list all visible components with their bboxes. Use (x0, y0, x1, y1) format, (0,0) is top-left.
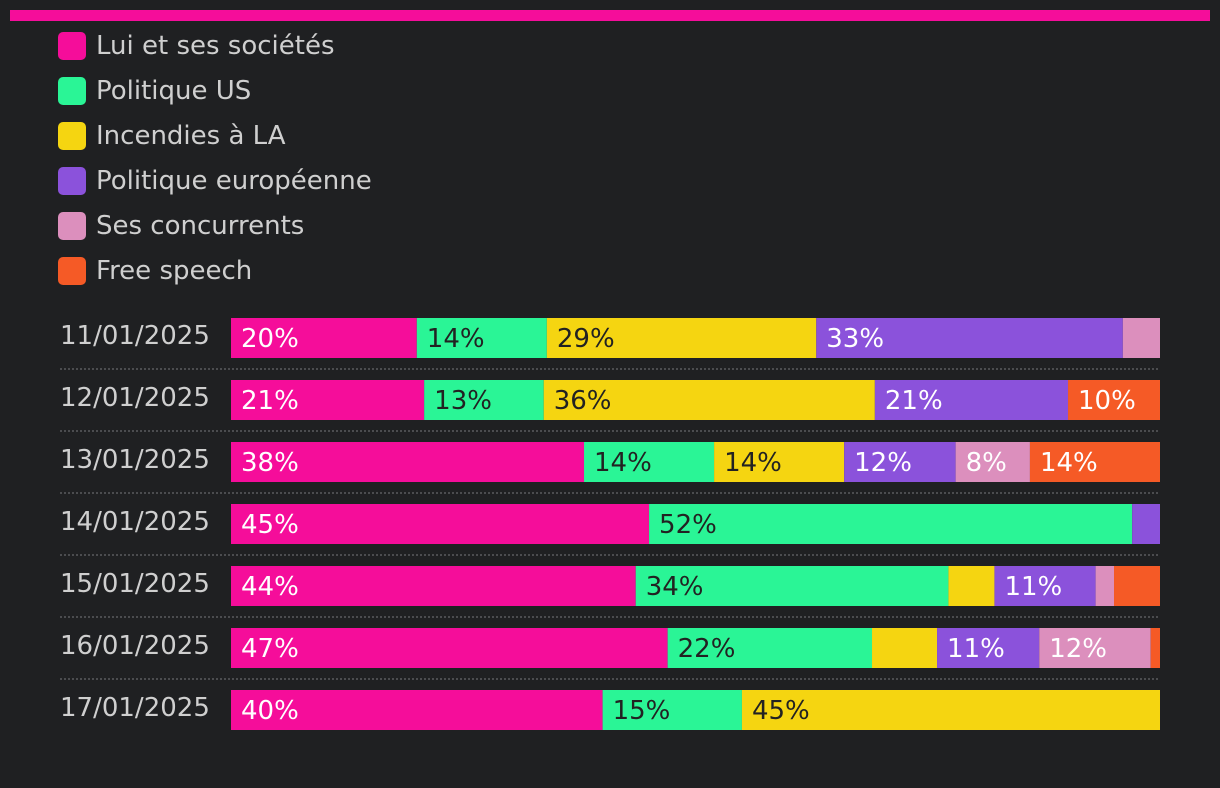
legend-swatch (58, 31, 86, 60)
bar-segment (231, 504, 650, 544)
legend-item: Politique US (58, 68, 372, 113)
data-label: 44% (241, 572, 299, 602)
data-label: 13% (434, 386, 492, 416)
data-label: 14% (594, 448, 652, 478)
legend-item: Free speech (58, 248, 372, 293)
bar-segment (1029, 442, 1160, 482)
data-label: 40% (241, 696, 299, 726)
category-label: 12/01/2025 (60, 383, 210, 413)
category-label: 15/01/2025 (60, 569, 210, 599)
legend-label: Incendies à LA (96, 120, 286, 151)
data-label: 21% (885, 386, 943, 416)
data-label: 36% (554, 386, 612, 416)
bar-segment (584, 442, 715, 482)
bar-segment (667, 628, 873, 668)
data-label: 29% (557, 324, 615, 354)
data-label: 15% (613, 696, 671, 726)
legend-label: Politique US (96, 75, 252, 106)
legend-swatch (58, 121, 86, 150)
bar-segment (955, 442, 1030, 482)
category-label: 16/01/2025 (60, 631, 210, 661)
bar-segment (1095, 566, 1115, 606)
legend-swatch (58, 256, 86, 285)
data-label: 14% (724, 448, 782, 478)
bar-segment (1039, 628, 1151, 668)
accent-bar (10, 10, 1210, 21)
legend-swatch (58, 76, 86, 105)
data-label: 52% (659, 510, 717, 540)
bar-segment (424, 380, 544, 420)
bar-segment (231, 566, 636, 606)
data-label: 45% (241, 510, 299, 540)
bar-segment (1114, 566, 1160, 606)
data-label: 22% (678, 634, 736, 664)
legend-item: Politique européenne (58, 158, 372, 203)
legend-item: Incendies à LA (58, 113, 372, 158)
category-label: 11/01/2025 (60, 321, 210, 351)
data-label: 14% (427, 324, 485, 354)
category-label: 13/01/2025 (60, 445, 210, 475)
bar-segment (1122, 318, 1160, 358)
bar-segment (994, 566, 1096, 606)
bar-segment (416, 318, 547, 358)
data-label: 38% (241, 448, 299, 478)
data-label: 21% (241, 386, 299, 416)
legend-label: Lui et ses sociétés (96, 30, 335, 61)
bar-segment (546, 318, 817, 358)
legend-item: Ses concurrents (58, 203, 372, 248)
bar-segment (231, 690, 603, 730)
bar-segment (1150, 628, 1160, 668)
legend-label: Free speech (96, 255, 253, 286)
category-label: 14/01/2025 (60, 507, 210, 537)
bar-segment (602, 690, 742, 730)
bar-segment (874, 380, 1069, 420)
bar-segment (1068, 380, 1160, 420)
legend-label: Ses concurrents (96, 210, 305, 241)
data-label: 12% (854, 448, 912, 478)
bar-segment (635, 566, 949, 606)
bar-segment (937, 628, 1040, 668)
bar-segment (543, 380, 875, 420)
data-label: 11% (1004, 572, 1062, 602)
bar-segment (231, 442, 585, 482)
data-label: 11% (947, 634, 1005, 664)
data-label: 47% (241, 634, 299, 664)
legend: Lui et ses sociétés Politique US Incendies… (58, 23, 372, 293)
bar-segment (844, 442, 956, 482)
bar-segment (231, 380, 425, 420)
bar-segment (714, 442, 845, 482)
data-label: 10% (1078, 386, 1136, 416)
data-label: 12% (1049, 634, 1107, 664)
bar-segment (1132, 504, 1160, 544)
legend-swatch (58, 166, 86, 195)
legend-item: Lui et ses sociétés (58, 23, 372, 68)
bar-segment (948, 566, 995, 606)
bar-segment (649, 504, 1133, 544)
legend-swatch (58, 211, 86, 240)
data-label: 33% (826, 324, 884, 354)
bar-segment (231, 628, 668, 668)
bar-segment (872, 628, 938, 668)
bar-segment (231, 318, 417, 358)
data-label: 34% (646, 572, 704, 602)
bar-segment (816, 318, 1123, 358)
data-label: 45% (752, 696, 810, 726)
data-label: 14% (1040, 448, 1098, 478)
category-label: 17/01/2025 (60, 693, 210, 723)
data-label: 8% (966, 448, 1007, 478)
bar-segment (741, 690, 1160, 730)
data-label: 20% (241, 324, 299, 354)
legend-label: Politique européenne (96, 165, 372, 196)
